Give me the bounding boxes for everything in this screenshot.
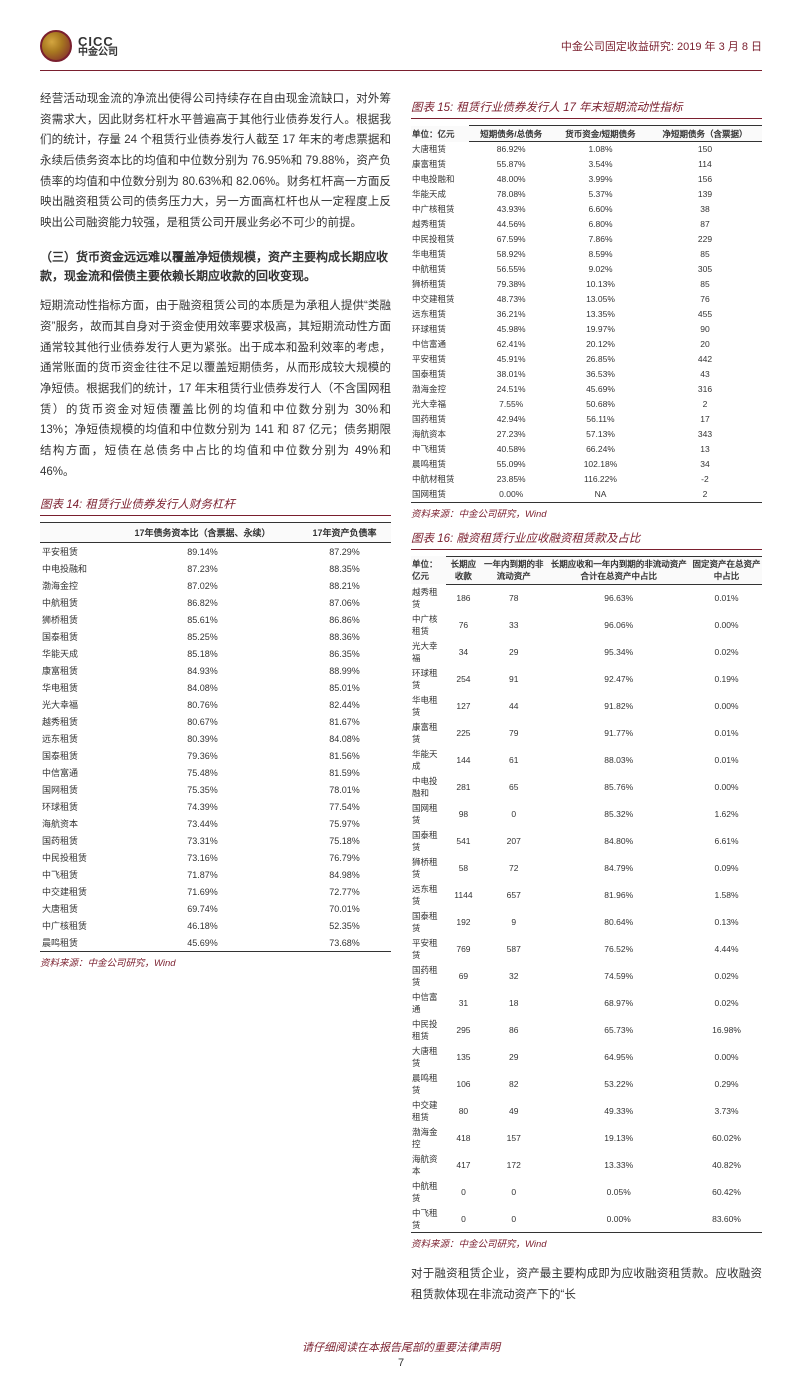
source-16: 资料来源：中金公司研究，Wind (411, 1236, 762, 1250)
source-14: 资料来源：中金公司研究，Wind (40, 955, 391, 969)
chart-16-title: 图表 16: 融资租赁行业应收融资租赁款及占比 (411, 530, 762, 550)
chart-15-title: 图表 15: 租赁行业债券发行人 17 年末短期流动性指标 (411, 99, 762, 119)
paragraph-3: 对于融资租赁企业，资产最主要构成即为应收融资租赁款。应收融资租赁款体现在非流动资… (411, 1264, 762, 1305)
table-16: 单位：亿元长期应收款一年内到期的非流动资产长期应收和一年内到期的非流动资产合计在… (411, 556, 762, 1234)
logo-en: CICC (78, 35, 118, 48)
section-subtitle: （三）货币资金远远难以覆盖净短债规模，资产主要构成长期应收款，现金流和偿债主要依… (40, 248, 391, 286)
table-15: 单位：亿元短期债务/总债务货币资金/短期债务净短期债务（含票据）大唐租赁86.9… (411, 125, 762, 503)
paragraph-2: 短期流动性指标方面，由于融资租赁公司的本质是为承租人提供“类融资”服务，故而其自… (40, 296, 391, 482)
header-meta: 中金公司固定收益研究: 2019 年 3 月 8 日 (561, 38, 762, 54)
page-header: CICC 中金公司 中金公司固定收益研究: 2019 年 3 月 8 日 (40, 30, 762, 71)
source-15: 资料来源：中金公司研究，Wind (411, 506, 762, 520)
logo-icon (40, 30, 72, 62)
logo: CICC 中金公司 (40, 30, 118, 62)
table-14: 17年债务资本比（含票据、永续）17年资产负债率平安租赁89.14%87.29%… (40, 522, 391, 952)
chart-14-title: 图表 14: 租赁行业债券发行人财务杠杆 (40, 496, 391, 516)
paragraph-1: 经营活动现金流的净流出使得公司持续存在自由现金流缺口，对外筹资需求大，因此财务杠… (40, 89, 391, 234)
logo-cn: 中金公司 (78, 48, 118, 58)
page-number: 7 (40, 1357, 762, 1369)
footer-disclaimer: 请仔细阅读在本报告尾部的重要法律声明 (40, 1339, 762, 1355)
